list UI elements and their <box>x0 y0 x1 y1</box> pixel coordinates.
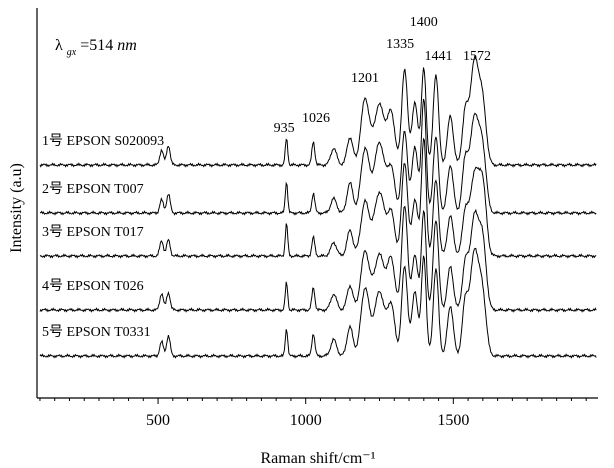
series-label-4: 4号 EPSON T026 <box>42 279 144 294</box>
lambda-unit: nm <box>117 37 137 54</box>
x-tick-label: 500 <box>146 412 170 429</box>
peak-label-1335: 1335 <box>386 37 414 52</box>
y-axis-label: Intensity (a.u) <box>8 163 25 253</box>
peak-label-935: 935 <box>274 121 295 136</box>
axes: 500 1000 1500 <box>36 8 598 429</box>
spectrum-line-5 <box>39 247 597 359</box>
spectra <box>39 54 597 359</box>
series-label-3: 3号 EPSON T017 <box>42 225 144 240</box>
excitation-annotation: λ gx =514 nm <box>55 37 137 59</box>
spectrum-line-1 <box>39 54 597 168</box>
peak-label-1441: 1441 <box>425 49 453 64</box>
peak-label-1400: 1400 <box>410 15 438 30</box>
labels: 1号 EPSON S020093 2号 EPSON T007 3号 EPSON T0… <box>42 15 491 340</box>
spectrum-line-3 <box>39 137 597 259</box>
x-axis-label: Raman shift/cm⁻¹ <box>261 450 376 467</box>
x-tick-label: 1000 <box>290 412 322 429</box>
spectrum-line-4 <box>39 205 597 313</box>
series-label-5: 5号 EPSON T0331 <box>42 325 151 340</box>
peak-label-1201: 1201 <box>351 71 379 86</box>
spectrum-line-2 <box>39 98 597 216</box>
series-label-1: 1号 EPSON S020093 <box>42 134 164 149</box>
lambda-subscript: gx <box>67 47 77 58</box>
series-label-2: 2号 EPSON T007 <box>42 182 144 197</box>
peak-label-1026: 1026 <box>302 111 330 126</box>
peak-label-1572: 1572 <box>463 49 491 64</box>
lambda-symbol: λ <box>55 37 63 54</box>
x-tick-label: 1500 <box>437 412 469 429</box>
lambda-value: =514 <box>80 37 113 54</box>
